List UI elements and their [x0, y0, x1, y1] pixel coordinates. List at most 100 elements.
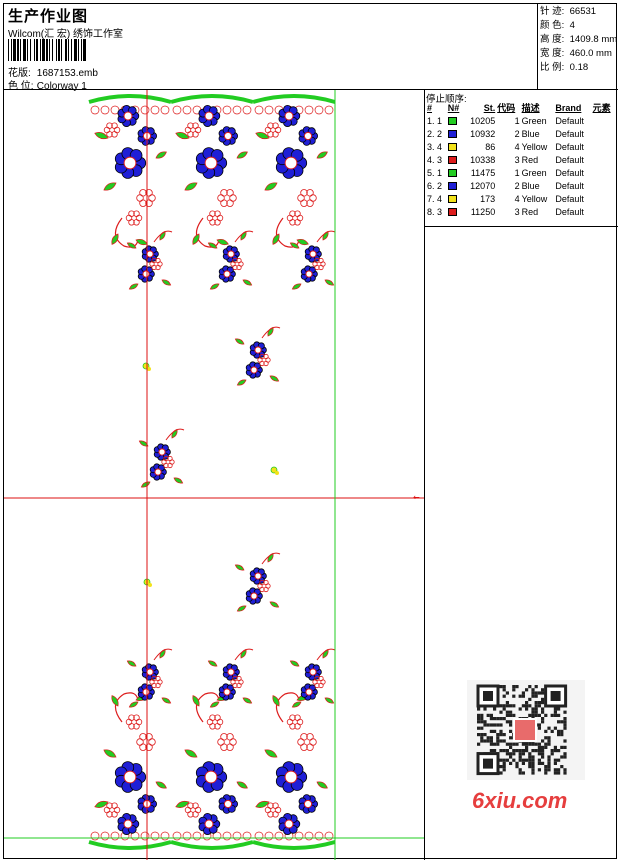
stop-sequence-title: 停止顺序: [426, 94, 467, 105]
colorway-value: Colorway 1 [36, 81, 87, 92]
stop-brand: Default [555, 141, 584, 152]
col-desc: 描述 [521, 103, 540, 113]
qr-code-image [467, 680, 585, 780]
design-value: 1687153.emb [36, 68, 98, 79]
barcode-image [8, 39, 86, 61]
stitch-count-value: 66531 [569, 6, 597, 17]
stop-code: 2 [514, 180, 520, 191]
embroidery-preview: ← [4, 90, 424, 860]
stop-row: 1. 1 10205 1 Green Default [426, 114, 616, 127]
stop-index: 4. [427, 154, 435, 165]
stop-desc: Yellow [521, 141, 548, 152]
stop-stitches: 11250 [470, 206, 496, 217]
stop-brand: Default [555, 128, 584, 139]
stop-code: 3 [514, 154, 520, 165]
stop-element [592, 140, 616, 153]
stop-needle: 4 [437, 193, 443, 204]
color-count-row: 颜 色: 4 [540, 19, 618, 33]
stop-brand: Default [555, 154, 584, 165]
scale-row: 比 例: 0.18 [540, 61, 618, 75]
stop-needle: 2 [437, 128, 443, 139]
stop-index: 5. [427, 167, 435, 178]
guide-end-marker: ← [413, 493, 420, 502]
stop-brand: Default [555, 193, 584, 204]
stop-row: 7. 4 173 4 Yellow Default [426, 192, 616, 205]
stop-desc: Green [521, 167, 547, 178]
design-canvas[interactable]: ← [4, 90, 425, 860]
stop-desc: Green [521, 115, 547, 126]
stop-desc: Red [521, 154, 539, 165]
stop-needle: 4 [437, 141, 443, 152]
stop-index: 1. [427, 115, 435, 126]
stop-sequence-panel: 停止顺序: # N# St. 代码 描述 Brand 元素 1. 1 10205 1… [425, 90, 618, 227]
stop-code: 4 [514, 193, 520, 204]
scale-label: 比 例: [540, 62, 565, 73]
stop-desc: Blue [521, 180, 540, 191]
panel-divider [425, 226, 618, 227]
stop-stitches: 12070 [470, 180, 496, 191]
stop-element [592, 127, 616, 140]
color-count-value: 4 [569, 20, 575, 31]
stop-stitches: 173 [480, 193, 496, 204]
stop-element [592, 179, 616, 192]
stop-code: 1 [514, 167, 520, 178]
stop-stitches: 86 [485, 141, 496, 152]
stop-table-header: # N# St. 代码 描述 Brand 元素 [426, 101, 616, 114]
stop-stitches: 10205 [470, 115, 496, 126]
color-swatch [447, 143, 457, 152]
col-stitches: St. [483, 102, 496, 113]
color-swatch [447, 195, 457, 204]
stop-desc: Red [521, 206, 539, 217]
stop-row: 4. 3 10338 3 Red Default [426, 153, 616, 166]
color-swatch [447, 182, 457, 191]
stop-desc: Blue [521, 128, 540, 139]
watermark-logo: 6xiu.com [472, 788, 568, 813]
stop-element [592, 192, 616, 205]
stop-index: 7. [427, 193, 435, 204]
color-swatch [447, 117, 457, 126]
color-swatch [447, 130, 457, 139]
design-label: 花版: [8, 68, 31, 79]
col-needle: N# [447, 102, 460, 113]
stop-needle: 2 [437, 180, 443, 191]
stop-needle: 3 [437, 154, 443, 165]
stop-index: 2. [427, 128, 435, 139]
stop-needle: 1 [437, 115, 443, 126]
production-sheet: 生产作业图 Wilcom(汇 宏) 绣饰工作室 花版: 1687153.emb … [3, 3, 618, 860]
color-swatch [447, 169, 457, 178]
color-swatch [447, 208, 457, 217]
design-info-box: 针 迹: 66531 颜 色: 4 高 度: 1409.8 mm 宽 度: 46… [537, 4, 618, 90]
color-count-label: 颜 色: [540, 20, 565, 31]
height-label: 高 度: [540, 34, 565, 45]
width-label: 宽 度: [540, 48, 565, 59]
stop-stitches: 10338 [470, 154, 496, 165]
col-brand: Brand [555, 102, 582, 113]
col-element: 元素 [592, 103, 611, 113]
stop-index: 3. [427, 141, 435, 152]
stop-brand: Default [555, 167, 584, 178]
stop-element [592, 114, 616, 127]
stitch-count-row: 针 迹: 66531 [540, 5, 618, 19]
stop-row: 3. 4 86 4 Yellow Default [426, 140, 616, 153]
colorway-label: 色 位: [8, 81, 34, 92]
width-value: 460.0 mm [569, 48, 612, 59]
stop-brand: Default [555, 180, 584, 191]
col-code: 代码 [497, 103, 516, 113]
width-row: 宽 度: 460.0 mm [540, 47, 618, 61]
stop-row: 5. 1 11475 1 Green Default [426, 166, 616, 179]
stop-brand: Default [555, 115, 584, 126]
stop-stitches: 10932 [470, 128, 496, 139]
stop-needle: 3 [437, 206, 443, 217]
sheet-header: 生产作业图 Wilcom(汇 宏) 绣饰工作室 花版: 1687153.emb … [4, 4, 537, 92]
stop-element [592, 166, 616, 179]
design-file-line: 花版: 1687153.emb [8, 64, 98, 79]
stop-sequence-table: # N# St. 代码 描述 Brand 元素 1. 1 10205 1 Green D… [426, 101, 616, 218]
colorway-line: 色 位: Colorway 1 [8, 77, 87, 92]
sheet-title: 生产作业图 [8, 8, 89, 25]
stop-brand: Default [555, 206, 584, 217]
color-swatch [447, 156, 457, 165]
stop-stitches: 11475 [470, 167, 496, 178]
stop-row: 6. 2 12070 2 Blue Default [426, 179, 616, 192]
stop-row: 8. 3 11250 3 Red Default [426, 205, 616, 218]
col-index: # [427, 102, 433, 113]
